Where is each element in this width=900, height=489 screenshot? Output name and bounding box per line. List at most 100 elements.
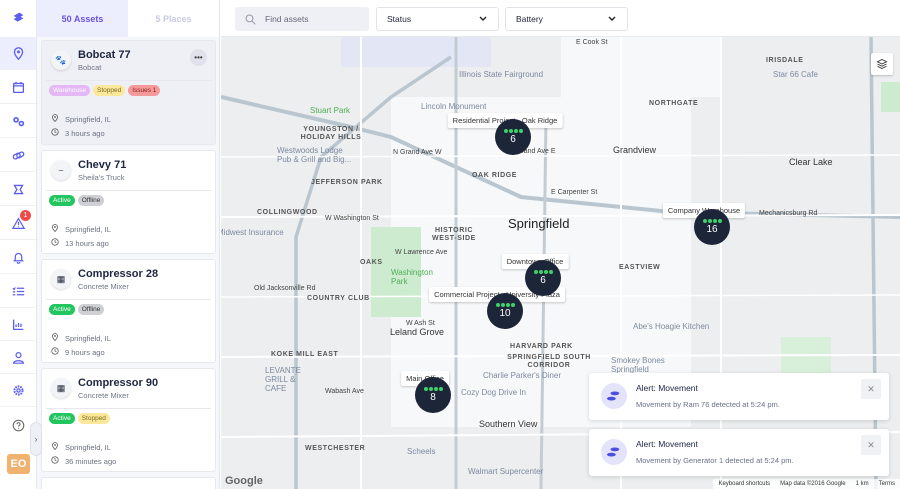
asset-time: 3 hours ago — [65, 128, 105, 138]
search-icon — [245, 14, 256, 25]
battery-select[interactable]: Battery — [505, 7, 628, 31]
map-label: W Washington St — [325, 215, 379, 222]
asset-card[interactable]: ▦ Compressor 28 Concrete Mixer Active Off… — [41, 259, 216, 363]
asset-card[interactable]: ▦ Compressor 90 Concrete Mixer Active Sto… — [41, 368, 216, 472]
divider — [46, 190, 211, 191]
calendar-icon — [12, 81, 24, 93]
asset-thumbnail: ▦ — [51, 269, 71, 289]
map-label: E Cook St — [576, 39, 608, 46]
asset-name: Compressor 90 — [78, 377, 159, 389]
nav-map[interactable] — [0, 37, 36, 70]
status-select[interactable]: Status — [376, 7, 499, 31]
asset-card[interactable]: 🐾 Bobcat 77 Bobcat ••• Warehouse Stopped I… — [41, 40, 216, 145]
asset-type: Concrete Mixer — [78, 282, 129, 291]
search-placeholder: Find assets — [265, 14, 309, 24]
map-label: HARVARD PARK — [510, 343, 573, 350]
nav-alerts[interactable]: 1 — [0, 207, 36, 240]
nav-links[interactable] — [0, 139, 36, 172]
cluster-count: 10 — [499, 308, 511, 319]
tab-assets[interactable]: 50 Assets — [37, 0, 128, 37]
asset-type: Sheila's Truck — [78, 173, 125, 182]
status-tag: Active — [49, 195, 75, 206]
map-label: Clear Lake — [789, 157, 833, 167]
asset-name: Chevy 71 — [78, 159, 127, 171]
map-label: Walmart Supercenter — [468, 467, 544, 476]
close-icon: ✕ — [867, 439, 875, 450]
keyboard-shortcuts-link[interactable]: Keyboard shortcuts — [718, 481, 771, 487]
map-label: KOKE MILL EAST — [271, 351, 339, 358]
nav-notifications[interactable] — [0, 241, 36, 274]
map[interactable]: Illinois State Fairground Star 66 Cafe I… — [221, 37, 900, 489]
asset-thumbnail: 🐾 — [51, 50, 71, 70]
cluster-count: 8 — [430, 392, 436, 403]
status-tag: Active — [49, 413, 75, 424]
map-label: Cozy Dog Drive In — [461, 388, 526, 397]
map-label: Lincoln Monument — [421, 102, 487, 111]
map-label: LEVANTE GRILL & CAFE — [265, 366, 301, 393]
battery-dots — [503, 129, 523, 133]
map-label: Midwest Insurance — [221, 228, 284, 237]
terms-link[interactable]: Terms — [878, 481, 895, 487]
nav-users[interactable] — [0, 341, 36, 374]
map-layers-button[interactable] — [871, 53, 893, 75]
nav-reports[interactable] — [0, 308, 36, 341]
nav-routes[interactable] — [0, 173, 36, 206]
map-pin-icon — [13, 46, 23, 60]
asset-time: 9 hours ago — [65, 347, 105, 357]
map-label: E Carpenter St — [551, 189, 598, 196]
user-icon — [12, 351, 24, 364]
map-data-text: Map data ©2016 Google — [780, 481, 846, 487]
asset-card-partial[interactable] — [41, 477, 216, 489]
tab-places[interactable]: 5 Places — [155, 13, 192, 24]
movement-alert-toast: Alert: Movement Movement by Ram 76 detec… — [589, 373, 889, 420]
status-label: Status — [387, 14, 412, 24]
chart-icon — [12, 319, 23, 330]
cluster-count: 6 — [540, 275, 546, 286]
map-label: N Grand Ave W — [393, 149, 442, 156]
status-tag: Stopped — [77, 413, 110, 424]
nav-settings[interactable] — [0, 374, 36, 407]
more-options-button[interactable]: ••• — [190, 49, 207, 66]
asset-list-panel: 50 Assets 5 Places 🐾 Bobcat 77 Bobcat ••… — [37, 0, 220, 489]
asset-cluster-marker[interactable]: 8 — [415, 377, 451, 413]
footprints-icon — [601, 439, 627, 465]
sidebar-nav: 1 EO — [0, 0, 37, 489]
nav-help[interactable] — [0, 409, 36, 442]
nav-tasks[interactable] — [0, 275, 36, 308]
collapse-sidebar-button[interactable]: › — [30, 422, 42, 456]
alert-message: Movement by Ram 76 detected at 5:24 pm. — [636, 400, 780, 409]
nav-integrations[interactable] — [0, 105, 36, 138]
close-alert-button[interactable]: ✕ — [861, 435, 881, 455]
map-label: COUNTRY CLUB — [307, 295, 370, 302]
map-label: Grandview — [613, 145, 657, 155]
close-alert-button[interactable]: ✕ — [861, 379, 881, 399]
logo-icon[interactable] — [0, 1, 36, 34]
map-label: JEFFERSON PARK — [311, 179, 383, 186]
gears-icon — [12, 116, 24, 126]
avatar[interactable]: EO — [7, 454, 30, 474]
asset-location: Springfield, IL — [65, 333, 111, 343]
search-input[interactable]: Find assets — [235, 7, 369, 31]
checklist-icon — [11, 286, 24, 295]
alert-message: Movement by Generator 1 detected at 5:24… — [636, 456, 794, 465]
map-label: OAK RIDGE — [472, 172, 518, 179]
map-label: Abe's Hoagie Kitchen — [633, 322, 710, 331]
nav-calendar[interactable] — [0, 71, 36, 104]
scale-text[interactable]: 1 km — [855, 481, 869, 487]
filter-toolbar: Find assets Status Battery — [221, 0, 900, 37]
location-icon — [51, 333, 59, 343]
close-icon: ✕ — [867, 383, 875, 394]
footprints-icon — [601, 383, 627, 409]
asset-cluster-marker[interactable]: 16 — [694, 209, 730, 245]
map-label: COLLINGWOOD — [257, 209, 318, 216]
alert-title: Alert: Movement — [636, 383, 698, 393]
asset-cluster-marker[interactable]: 6 — [525, 260, 561, 296]
help-icon — [12, 419, 24, 432]
asset-cluster-marker[interactable]: 10 — [487, 293, 523, 329]
clock-icon — [51, 347, 59, 357]
asset-cluster-marker[interactable]: 6 — [495, 119, 531, 155]
map-label: Springfield — [508, 216, 570, 231]
clock-icon — [51, 456, 59, 466]
asset-card[interactable]: ⎯ Chevy 71 Sheila's Truck Active Offline … — [41, 150, 216, 254]
asset-time: 13 hours ago — [65, 238, 109, 248]
